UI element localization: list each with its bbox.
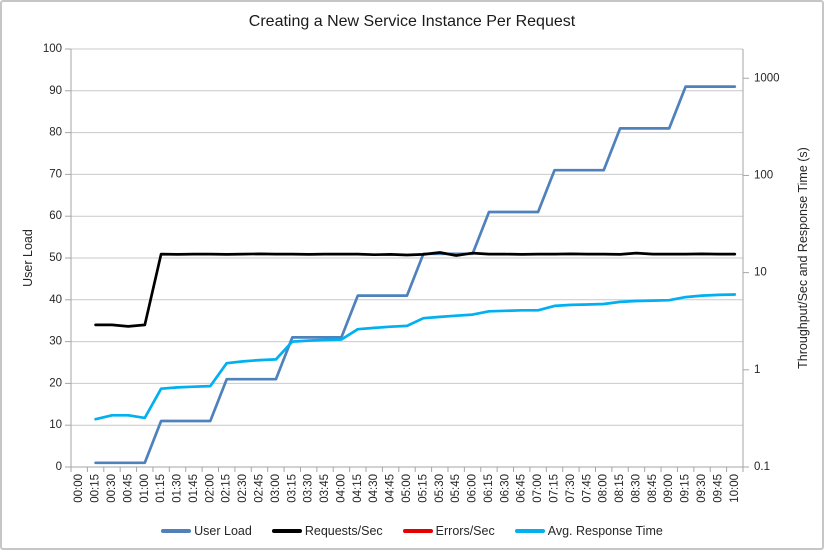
legend-swatch-avg-response-time <box>514 529 545 533</box>
x-axis-tick-label: 02:00 <box>204 474 216 503</box>
y-axis-right-tick-label: 0.1 <box>754 461 770 473</box>
x-axis-tick-label: 06:45 <box>516 474 528 503</box>
legend-label-requests-sec: Requests/Sec <box>304 524 383 538</box>
y-axis-left-tick-label: 50 <box>49 252 62 264</box>
x-axis-tick-label: 04:15 <box>352 474 364 503</box>
y-axis-left-tick-label: 80 <box>49 127 62 139</box>
y-axis-left-tick-label: 90 <box>49 85 62 97</box>
x-axis-tick-label: 01:45 <box>188 474 200 503</box>
legend-label-user-load: User Load <box>194 524 252 538</box>
y-axis-left-tick-label: 20 <box>49 377 62 389</box>
x-axis-tick-label: 04:45 <box>385 474 397 503</box>
x-axis-tick-label: 02:45 <box>253 474 265 503</box>
x-axis-tick-label: 06:15 <box>483 474 495 503</box>
x-axis-tick-label: 10:00 <box>729 474 741 503</box>
x-axis-tick-label: 05:15 <box>417 474 429 503</box>
legend-swatch-requests-sec <box>271 529 302 533</box>
legend-item-avg-response-time: Avg. Response Time <box>514 524 663 538</box>
y-axis-right-tick-label: 1 <box>754 364 760 376</box>
x-axis-tick-label: 02:15 <box>221 474 233 503</box>
x-axis-tick-label: 04:30 <box>368 474 380 503</box>
x-axis-tick-label: 07:45 <box>581 474 593 503</box>
y-axis-left-title: User Load <box>21 229 35 287</box>
y-axis-right-tick-label: 100 <box>754 169 773 181</box>
y-axis-right-title: Throughput/Sec and Response Time (s) <box>796 147 810 369</box>
legend-label-avg-response-time: Avg. Response Time <box>547 524 663 538</box>
x-axis-tick-label: 08:30 <box>630 474 642 503</box>
x-axis-tick-label: 07:00 <box>532 474 544 503</box>
x-axis-tick-label: 09:30 <box>696 474 708 503</box>
legend-item-requests-sec: Requests/Sec <box>271 524 383 538</box>
x-axis-tick-label: 08:15 <box>614 474 626 503</box>
x-axis-tick-label: 01:30 <box>172 474 184 503</box>
x-axis-tick-label: 09:45 <box>712 474 724 503</box>
x-axis-tick-label: 01:15 <box>155 474 167 503</box>
x-axis-tick-label: 01:00 <box>139 474 151 503</box>
y-axis-right-tick-label: 10 <box>754 267 767 279</box>
x-axis-tick-label: 05:45 <box>450 474 462 503</box>
y-axis-right-tick-label: 1000 <box>754 72 780 84</box>
legend-swatch-user-load <box>161 529 192 533</box>
y-axis-left-tick-label: 10 <box>49 419 62 431</box>
series-line-requests-sec <box>94 251 737 328</box>
x-axis-tick-label: 09:15 <box>680 474 692 503</box>
x-axis-tick-label: 00:45 <box>122 474 134 503</box>
legend-label-errors-sec: Errors/Sec <box>435 524 495 538</box>
series-line-user-load <box>94 85 737 465</box>
x-axis-tick-label: 06:30 <box>499 474 511 503</box>
x-axis-tick-label: 04:00 <box>335 474 347 503</box>
series-line-avg-response-time <box>94 293 737 421</box>
x-axis-tick-label: 05:00 <box>401 474 413 503</box>
x-axis-tick-label: 03:30 <box>303 474 315 503</box>
x-axis-tick-label: 00:15 <box>90 474 102 503</box>
x-axis-tick-label: 03:00 <box>270 474 282 503</box>
x-axis-tick-label: 05:30 <box>434 474 446 503</box>
legend: User Load Requests/Sec Errors/Sec Avg. Resp… <box>2 524 822 538</box>
chart-title: Creating a New Service Instance Per Requ… <box>248 13 576 30</box>
x-axis-tick-label: 03:15 <box>286 474 298 503</box>
y-axis-left-tick-label: 0 <box>56 461 62 473</box>
legend-item-user-load: User Load <box>161 524 252 538</box>
x-axis-tick-label: 07:15 <box>549 474 561 503</box>
x-axis-tick-label: 08:45 <box>647 474 659 503</box>
y-axis-left-tick-label: 60 <box>49 210 62 222</box>
legend-item-errors-sec: Errors/Sec <box>402 524 495 538</box>
x-axis-tick-label: 08:00 <box>598 474 610 503</box>
y-axis-left-tick-label: 70 <box>49 168 62 180</box>
y-axis-left-tick-label: 30 <box>49 336 62 348</box>
x-axis-tick-label: 00:00 <box>73 474 85 503</box>
legend-swatch-errors-sec <box>402 529 433 533</box>
x-axis-tick-label: 09:00 <box>663 474 675 503</box>
x-axis-tick-label: 02:30 <box>237 474 249 503</box>
x-axis-tick-label: 06:00 <box>467 474 479 503</box>
x-axis-tick-label: 03:45 <box>319 474 331 503</box>
y-axis-left-tick-label: 40 <box>49 294 62 306</box>
x-axis-tick-label: 00:30 <box>106 474 118 503</box>
x-axis-tick-label: 07:30 <box>565 474 577 503</box>
y-axis-left-tick-label: 100 <box>43 43 62 55</box>
